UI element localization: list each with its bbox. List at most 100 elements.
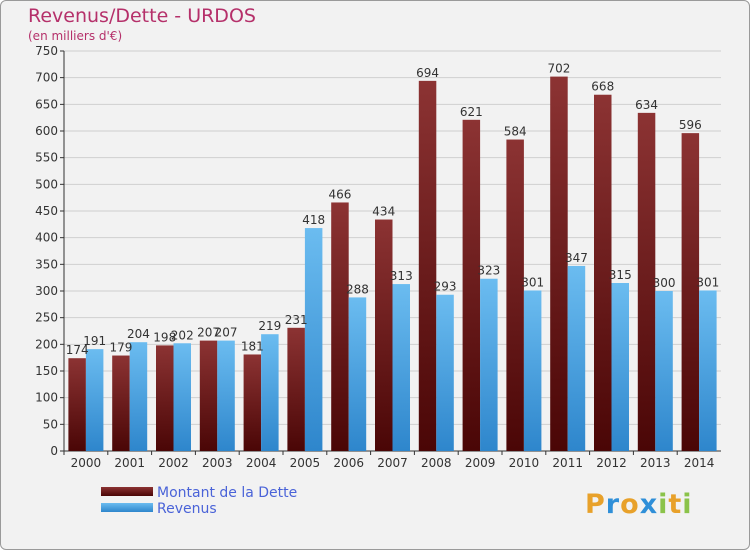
bar-revenus <box>611 283 629 451</box>
bar-dette <box>375 219 393 451</box>
legend-swatch-revenus <box>101 503 153 512</box>
x-tick-label: 2007 <box>377 456 408 470</box>
bar-revenus <box>392 284 410 451</box>
data-label: 181 <box>241 339 264 353</box>
data-label: 174 <box>66 343 89 357</box>
bar-dette <box>418 80 437 451</box>
x-tick-label: 2001 <box>114 456 145 470</box>
y-tick-label: 250 <box>35 311 58 325</box>
legend-swatch-debt <box>101 487 153 496</box>
bar-dette <box>331 202 349 451</box>
data-label: 191 <box>83 334 106 348</box>
logo-letter: i <box>658 489 669 520</box>
x-tick-label: 2006 <box>333 456 364 470</box>
y-tick-label: 700 <box>35 71 58 85</box>
legend-label-revenus: Revenus <box>157 501 217 517</box>
y-tick-label: 550 <box>35 151 58 165</box>
bar-revenus <box>261 334 279 451</box>
data-label: 584 <box>504 125 527 139</box>
data-label: 300 <box>653 276 676 290</box>
data-label: 634 <box>635 98 658 112</box>
x-tick-label: 2008 <box>421 456 452 470</box>
y-tick-label: 750 <box>35 44 58 58</box>
data-label: 313 <box>390 269 413 283</box>
y-tick-label: 50 <box>43 417 58 431</box>
y-tick-label: 100 <box>35 391 58 405</box>
bar-dette <box>637 112 656 451</box>
data-label: 466 <box>328 187 351 201</box>
data-label: 301 <box>521 275 544 289</box>
logo-letter: r <box>605 489 621 520</box>
y-tick-label: 200 <box>35 337 58 351</box>
bar-dette <box>156 345 174 451</box>
proxiti-logo: Proxiti <box>585 489 693 520</box>
x-tick-label: 2000 <box>71 456 102 470</box>
bar-revenus <box>655 291 673 451</box>
x-tick-label: 2012 <box>596 456 627 470</box>
data-label: 315 <box>609 268 632 282</box>
bar-revenus <box>567 265 586 451</box>
chart-subtitle: (en milliers d'€) <box>28 29 123 43</box>
x-tick-label: 2009 <box>465 456 496 470</box>
data-label: 202 <box>171 328 194 342</box>
legend-label-debt: Montant de la Dette <box>157 485 298 501</box>
y-tick-label: 400 <box>35 231 58 245</box>
data-label: 219 <box>258 319 281 333</box>
data-label: 596 <box>679 118 702 132</box>
bar-revenus <box>348 297 367 451</box>
data-label: 207 <box>215 326 238 340</box>
bar-revenus <box>480 278 498 451</box>
data-label: 668 <box>591 80 614 94</box>
data-label: 434 <box>372 205 395 219</box>
bar-dette <box>112 355 130 451</box>
x-tick-label: 2005 <box>290 456 321 470</box>
data-label: 323 <box>477 264 500 278</box>
x-tick-label: 2011 <box>552 456 583 470</box>
data-label: 347 <box>565 251 588 265</box>
x-tick-label: 2014 <box>684 456 715 470</box>
data-label: 702 <box>547 62 570 76</box>
logo-letter: o <box>620 489 640 520</box>
bar-dette <box>287 327 305 451</box>
data-label: 621 <box>460 105 483 119</box>
y-tick-label: 650 <box>35 97 58 111</box>
data-label: 179 <box>109 341 132 355</box>
y-tick-label: 0 <box>50 444 58 458</box>
data-label: 204 <box>127 327 150 341</box>
chart-title: Revenus/Dette - URDOS <box>28 5 256 27</box>
data-label: 207 <box>197 326 220 340</box>
bar-dette <box>199 340 218 451</box>
x-tick-label: 2002 <box>158 456 189 470</box>
data-label: 418 <box>302 213 325 227</box>
bar-dette <box>550 76 568 451</box>
y-tick-label: 300 <box>35 284 58 298</box>
bar-revenus <box>85 349 104 451</box>
logo-letter: i <box>682 489 693 520</box>
bar-revenus <box>304 228 323 451</box>
bar-revenus <box>699 290 717 451</box>
x-tick-label: 2010 <box>509 456 540 470</box>
data-label: 288 <box>346 282 369 296</box>
data-label: 301 <box>696 275 719 289</box>
bar-revenus <box>217 340 235 451</box>
x-tick-label: 2004 <box>246 456 277 470</box>
y-tick-label: 600 <box>35 124 58 138</box>
x-tick-label: 2013 <box>640 456 671 470</box>
data-label: 198 <box>153 330 176 344</box>
bar-dette <box>681 133 700 451</box>
y-tick-label: 150 <box>35 364 58 378</box>
bar-revenus <box>129 342 148 451</box>
logo-letter: t <box>668 489 683 520</box>
bar-dette <box>594 94 612 451</box>
logo-letter: P <box>585 489 606 520</box>
bar-dette <box>462 119 481 452</box>
bar-dette <box>243 354 262 451</box>
data-label: 293 <box>434 280 457 294</box>
x-tick-label: 2003 <box>202 456 233 470</box>
y-tick-label: 350 <box>35 257 58 271</box>
bar-revenus <box>173 343 191 451</box>
bar-revenus <box>523 290 542 451</box>
data-label: 694 <box>416 66 439 80</box>
